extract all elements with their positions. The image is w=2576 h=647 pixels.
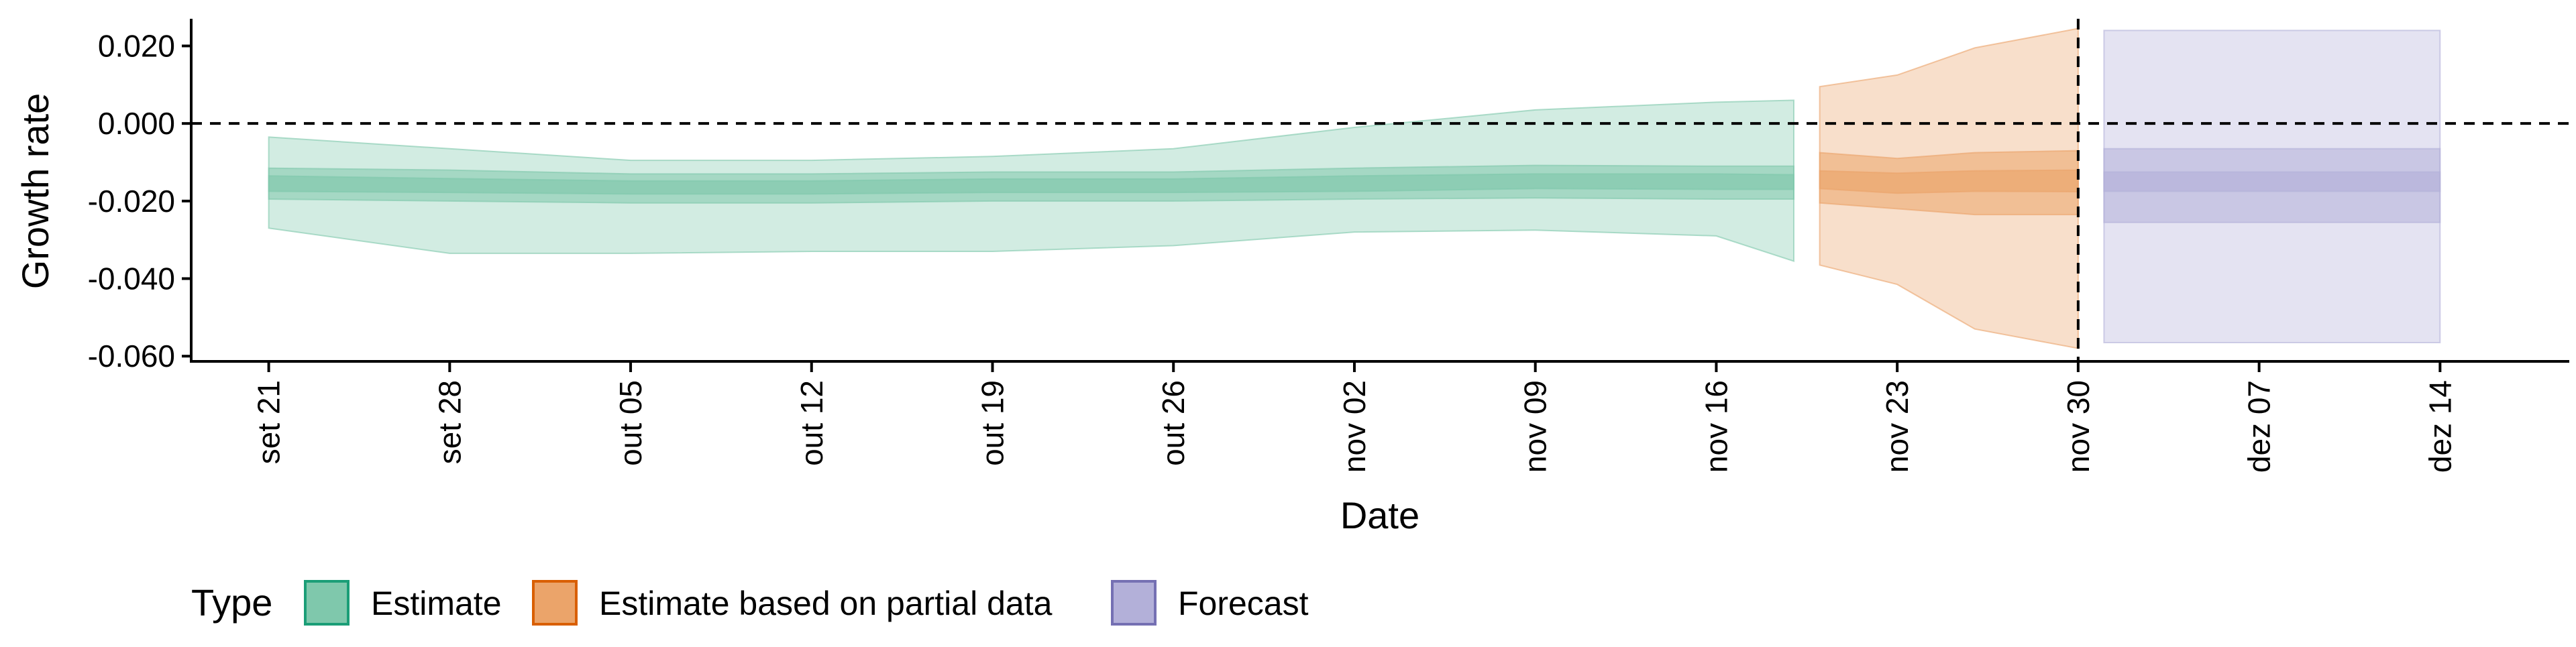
series-estimate: [268, 99, 1794, 262]
series-forecast: [2103, 30, 2441, 343]
band-30-estimate-based-on-partial-data: [1819, 169, 2079, 194]
x-tick-label: set 21: [252, 380, 286, 464]
y-tick-label: 0.020: [98, 28, 175, 63]
band-30-forecast: [2103, 171, 2441, 192]
legend-entry-label: Estimate: [371, 585, 502, 622]
x-tick-label: nov 02: [1337, 380, 1372, 473]
legend-swatch: [1111, 580, 1157, 626]
x-axis-title: Date: [1340, 494, 1419, 536]
x-tick-label: out 05: [613, 380, 648, 466]
bands-layer: [268, 27, 2441, 349]
legend-entry-label: Estimate based on partial data: [599, 585, 1053, 622]
band-30-estimate: [268, 173, 1794, 195]
x-tick-label: nov 30: [2061, 380, 2096, 473]
x-tick-label: nov 16: [1699, 380, 1733, 473]
legend-swatch: [532, 580, 578, 626]
series-estimate-based-on-partial-data: [1819, 27, 2079, 349]
x-tick-label: out 19: [975, 380, 1010, 466]
reference-lines-layer: [191, 19, 2569, 360]
x-tick-label: nov 09: [1518, 380, 1553, 473]
y-axis-title: Growth rate: [14, 93, 56, 290]
y-tick-label: -0.040: [88, 261, 175, 296]
legend: Type Estimate Estimate based on partial d…: [191, 580, 1309, 626]
x-tick-label: dez 14: [2422, 380, 2457, 473]
x-tick-label: nov 23: [1880, 380, 1915, 473]
legend-entry-label: Forecast: [1178, 585, 1309, 622]
x-tick-label: dez 07: [2242, 380, 2277, 473]
axis-labels-layer: 0.020 0.000 -0.020 -0.040 -0.060 set 21 set 28…: [88, 28, 2458, 473]
axes-layer: [182, 19, 2569, 372]
y-tick-label: -0.060: [88, 339, 175, 373]
y-tick-label: -0.020: [88, 184, 175, 219]
x-tick-label: out 26: [1156, 380, 1191, 466]
legend-title: Type: [191, 581, 272, 624]
y-tick-label: 0.000: [98, 106, 175, 141]
x-tick-label: set 28: [432, 380, 467, 464]
legend-swatch: [304, 580, 350, 626]
x-tick-label: out 12: [794, 380, 829, 466]
